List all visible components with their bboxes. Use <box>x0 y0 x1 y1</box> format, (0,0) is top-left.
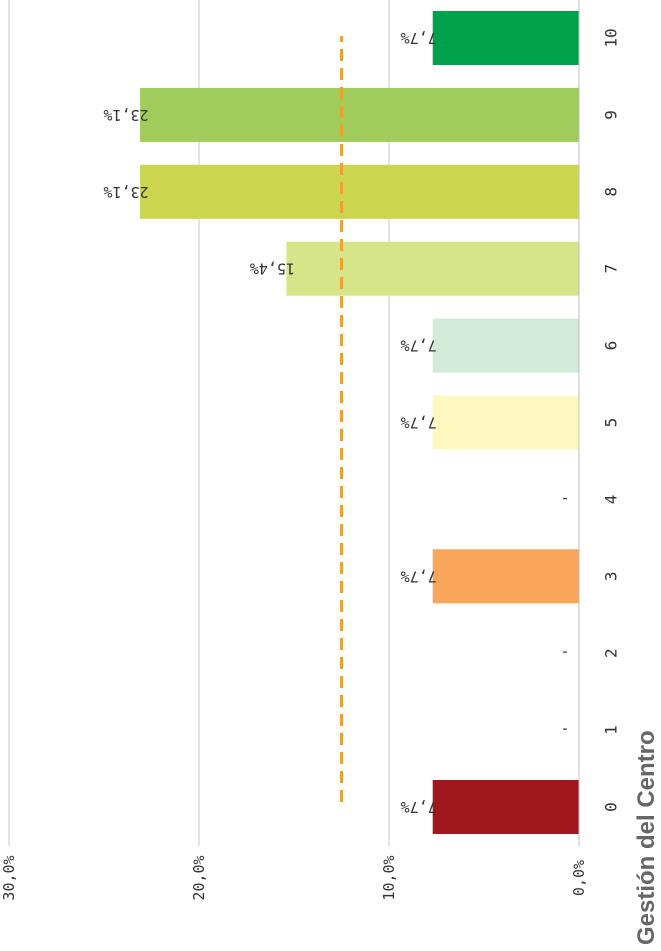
category-tick-label: 5 <box>602 418 621 428</box>
bar-layer <box>140 11 579 834</box>
bar <box>432 318 579 373</box>
data-label: 15,4% <box>250 260 295 278</box>
value-tick-label: 30,0% <box>0 855 18 900</box>
value-tick-label: 10,0% <box>380 855 398 900</box>
category-tick-label: 1 <box>602 725 621 735</box>
value-tick-label: 0,0% <box>570 860 588 896</box>
category-tick-label: 8 <box>602 187 621 197</box>
label-layer: 7,7% - - 7,7% - 7,7% 7,7% 15,4% 23,1% 23,1% 7,7% <box>104 29 570 816</box>
data-label: - <box>560 721 569 739</box>
category-tick-label: 2 <box>602 648 621 658</box>
category-tick-label: 7 <box>602 264 621 274</box>
category-tick-label: 0 <box>602 802 621 812</box>
category-tick-label: 6 <box>602 341 621 351</box>
bar <box>286 241 579 296</box>
bar <box>140 87 579 142</box>
axis-layer: 0,0% 10,0% 20,0% 30,0% 0 1 2 3 4 5 6 7 8 9 10 <box>0 0 621 901</box>
data-label: 7,7% <box>401 414 437 432</box>
category-tick-label: 4 <box>602 495 621 505</box>
bar <box>432 395 579 450</box>
category-tick-label: 3 <box>602 571 621 581</box>
bar <box>432 549 579 604</box>
category-tick-label: 9 <box>602 110 621 120</box>
data-label: 23,1% <box>104 183 149 201</box>
data-label: 7,7% <box>401 798 437 816</box>
bar <box>140 164 579 219</box>
value-tick-label: 20,0% <box>190 855 208 900</box>
chart-title: Gestión del Centro <box>633 730 660 945</box>
data-label: 7,7% <box>401 567 437 585</box>
data-label: 23,1% <box>104 106 149 124</box>
data-label: - <box>560 644 569 662</box>
data-label: 7,7% <box>401 337 437 355</box>
bar <box>432 780 579 834</box>
bar <box>432 11 579 65</box>
category-tick-label: 10 <box>602 28 621 47</box>
data-label: - <box>560 490 569 508</box>
data-label: 7,7% <box>401 29 437 47</box>
